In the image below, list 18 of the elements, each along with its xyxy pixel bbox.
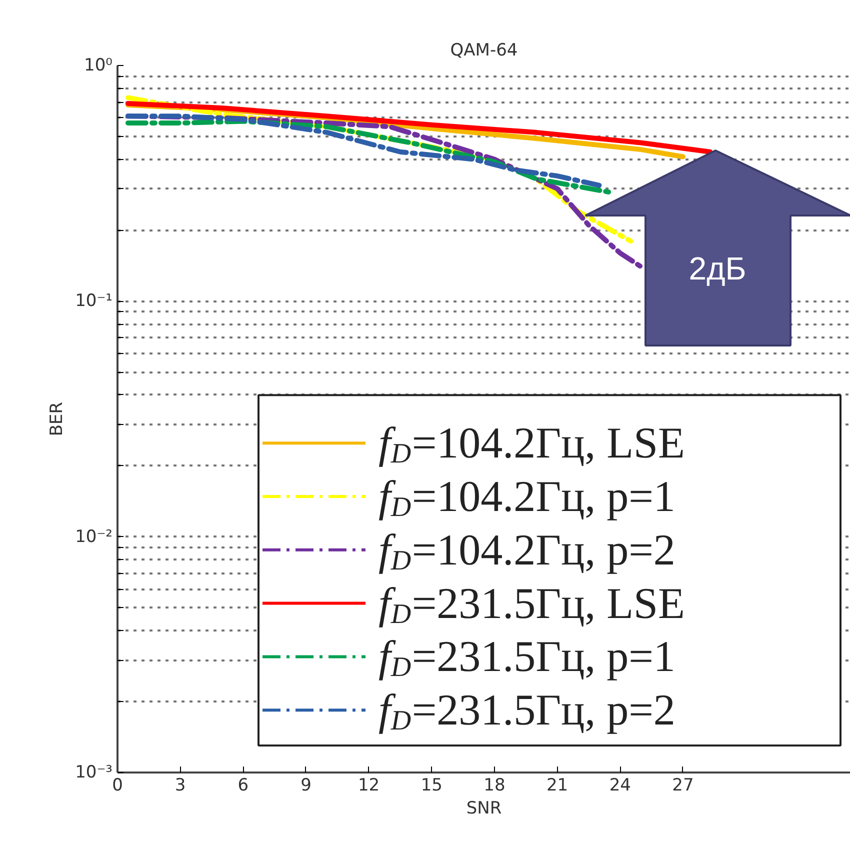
x-tick-label: 18 xyxy=(484,776,506,796)
x-axis-title: SNR xyxy=(466,798,502,818)
y-tick-label: 10⁻² xyxy=(75,526,112,547)
x-tick-label: 9 xyxy=(300,776,312,796)
x-tick-label: 27 xyxy=(672,776,694,796)
chart-title: QAM-64 xyxy=(450,40,518,60)
y-tick-label: 10⁰ xyxy=(84,56,113,76)
x-tick-label: 21 xyxy=(546,776,568,796)
x-tick-label: 24 xyxy=(609,776,631,796)
y-tick-label: 10⁻¹ xyxy=(75,291,112,312)
annotation: 2дБ xyxy=(688,250,746,286)
x-tick-label: 6 xyxy=(238,776,249,796)
x-tick-label: 0 xyxy=(112,776,123,796)
y-axis-title: BER xyxy=(47,402,68,436)
x-tick-label: 3 xyxy=(174,776,186,796)
x-tick-label: 12 xyxy=(358,776,380,796)
y-tick-label: 10⁻³ xyxy=(75,762,112,782)
x-tick-label: 15 xyxy=(420,776,442,796)
